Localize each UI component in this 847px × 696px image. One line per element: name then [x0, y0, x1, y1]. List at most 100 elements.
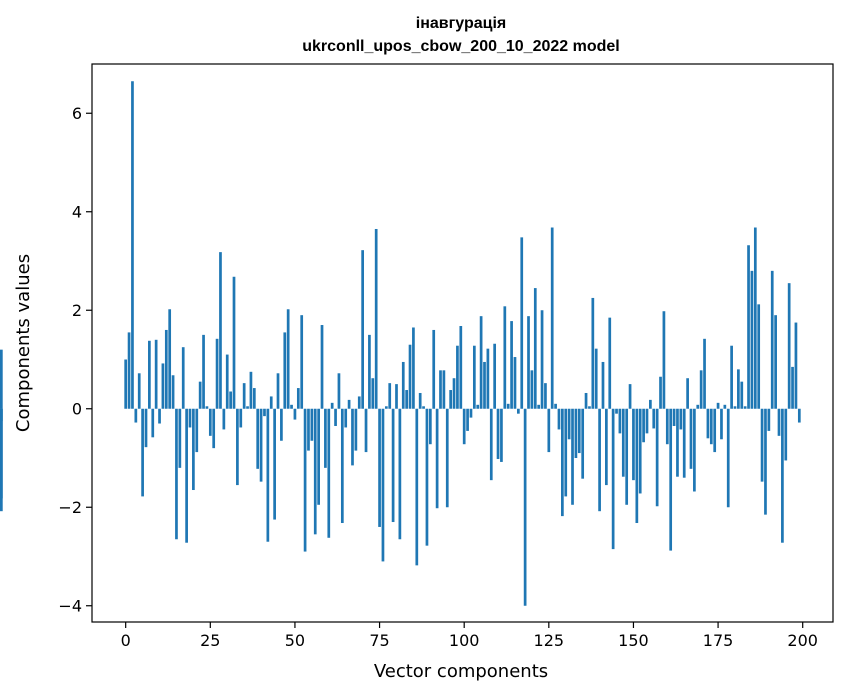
bar-92: [435, 408, 439, 509]
bar-174: [713, 408, 717, 453]
bar-63: [337, 373, 341, 409]
bar-130: [564, 408, 568, 497]
y-axis-label: Components values: [13, 254, 34, 432]
bar-190: [767, 408, 771, 431]
bar-21: [195, 408, 199, 453]
bar-161: [669, 408, 673, 551]
bar-28: [219, 252, 222, 409]
bar-13: [168, 309, 172, 409]
bar-70: [361, 250, 364, 409]
bar-120: [530, 370, 534, 409]
bar-97: [452, 378, 456, 409]
bar-199: [797, 408, 801, 423]
bar-153: [642, 408, 645, 443]
bar-163: [676, 408, 679, 477]
bar-135: [581, 408, 585, 479]
bar-12: [164, 329, 168, 409]
bar-25: [208, 408, 212, 436]
bar-136: [584, 392, 588, 409]
bar-111: [500, 408, 503, 462]
bar-79: [391, 408, 395, 523]
bars-group: [0, 81, 801, 606]
bar-36: [246, 406, 249, 409]
bar-128: [557, 408, 561, 430]
bar-181: [737, 369, 740, 409]
bar-195: [784, 408, 788, 461]
bar-131: [567, 408, 571, 440]
bar-151: [635, 408, 639, 524]
bar-96: [449, 390, 453, 409]
bar-103: [472, 345, 476, 409]
bar-60: [327, 408, 331, 538]
bar-183: [743, 406, 747, 409]
bar-48: [286, 309, 290, 409]
bar-5: [141, 408, 144, 497]
y-tick-label: 6: [72, 104, 82, 123]
bar-4: [137, 373, 141, 409]
bar-53: [303, 408, 307, 552]
bar-194: [781, 408, 784, 543]
bar-83: [405, 390, 408, 409]
bar-62: [334, 408, 337, 426]
bar-22: [198, 381, 202, 409]
x-tick-label: 25: [200, 631, 220, 650]
bar-46: [280, 408, 283, 441]
y-tick-label: −4: [58, 597, 82, 616]
bar-148: [625, 408, 629, 505]
bar-9: [154, 339, 158, 409]
bar-52: [300, 315, 304, 409]
bar-147: [621, 408, 625, 477]
chart-title: інавгурація: [416, 15, 506, 32]
bar-143: [608, 317, 612, 409]
bar-44: [273, 408, 276, 520]
bar-74: [374, 228, 378, 409]
bar-101: [466, 408, 469, 431]
bar-10: [158, 408, 161, 424]
bar-146: [618, 408, 622, 434]
bar-157: [655, 408, 659, 507]
bar-170: [699, 370, 703, 409]
bar-116: [517, 408, 520, 414]
bar-179: [730, 345, 733, 409]
bar-192: [774, 315, 777, 409]
bar-17: [181, 347, 185, 409]
bar-176: [720, 408, 723, 440]
bar-182: [740, 381, 744, 409]
bar-114: [510, 321, 513, 409]
x-tick-label: 150: [618, 631, 649, 650]
bar-166: [686, 378, 689, 409]
bar-73: [371, 378, 375, 409]
bar-91: [432, 329, 436, 409]
bar-177: [723, 404, 727, 409]
bar-27: [215, 338, 219, 409]
plot-frame: [91, 63, 834, 623]
bar-132: [571, 408, 574, 505]
bar-57: [317, 408, 320, 505]
y-tick-label: 0: [72, 400, 82, 419]
y-tick-label: 2: [72, 301, 82, 320]
y-tick-label: 4: [72, 203, 82, 222]
bar-42: [266, 408, 270, 542]
bar-118: [523, 408, 527, 606]
x-tick-label: 100: [449, 631, 480, 650]
bar-37: [249, 371, 253, 409]
bar-75: [378, 408, 381, 527]
bar-31: [229, 391, 232, 409]
bar-193: [777, 408, 781, 436]
bar-126: [550, 227, 554, 409]
bar-71: [364, 408, 368, 453]
bar-50: [293, 408, 297, 420]
x-tick-label: 50: [285, 631, 305, 650]
bar-43: [269, 396, 273, 409]
bar-158: [659, 376, 662, 409]
bar-6: [144, 408, 148, 448]
bar-16: [178, 408, 182, 468]
bar-191: [770, 270, 774, 409]
x-tick-label: 175: [703, 631, 734, 650]
bar-107: [486, 348, 490, 409]
bar-24: [205, 406, 209, 409]
bar-138: [591, 297, 595, 409]
bar-68: [354, 408, 358, 451]
bar-184: [747, 245, 750, 409]
